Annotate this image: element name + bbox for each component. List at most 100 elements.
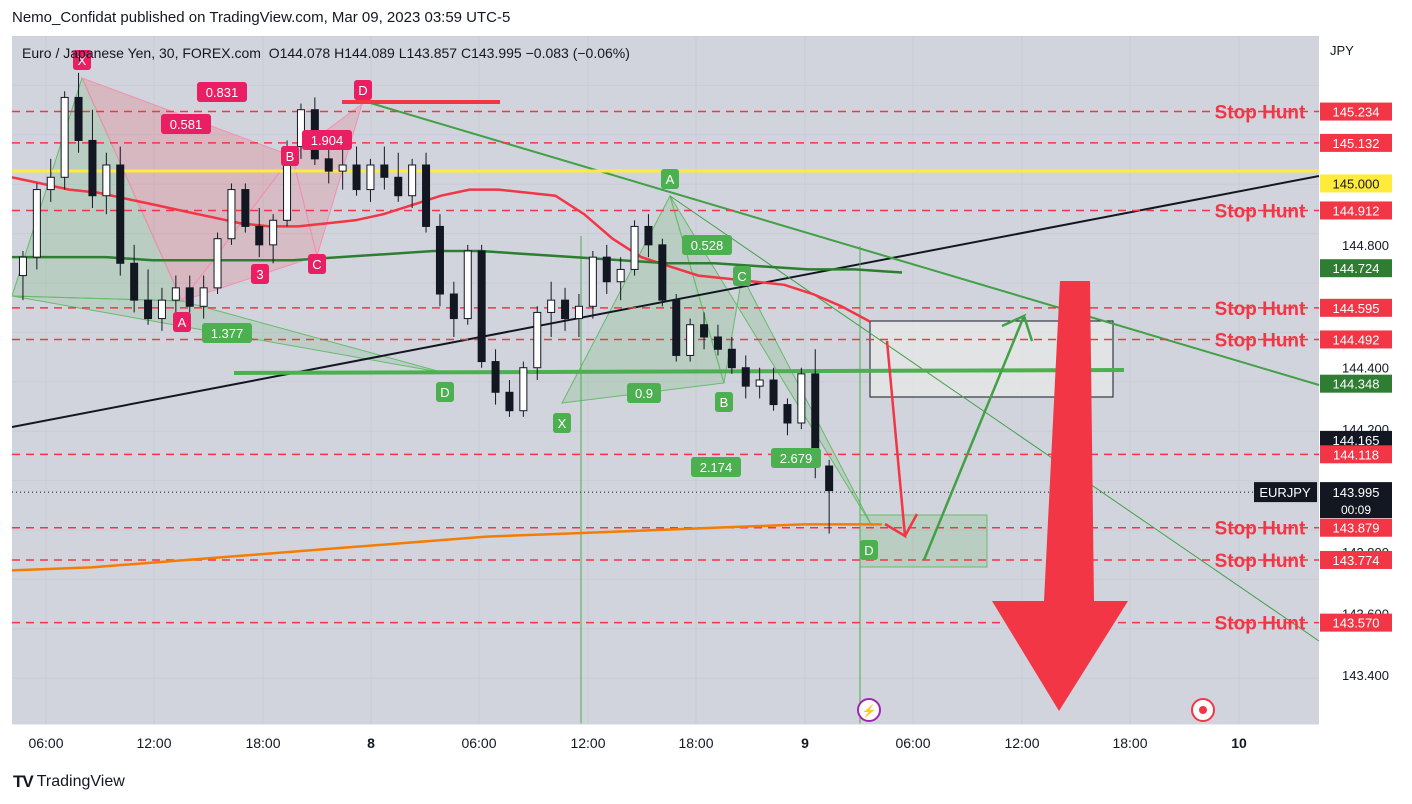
candle <box>116 146 125 276</box>
candle <box>255 208 264 258</box>
x-tick-label: 10 <box>1231 735 1247 751</box>
pattern-ratio-label-bg <box>302 130 352 150</box>
pattern-point-label-bg <box>661 169 679 189</box>
brand-name: TradingView <box>36 773 125 790</box>
candle <box>686 318 695 362</box>
current-price-label: 143.995 <box>1333 485 1380 500</box>
candle <box>157 287 166 331</box>
candle <box>366 158 375 202</box>
candle-body <box>144 299 153 320</box>
symbol-tag: EURJPY <box>1259 485 1311 500</box>
candle-body <box>296 109 305 148</box>
pattern-point-label-bg <box>553 413 571 433</box>
legend-open: O144.078 <box>268 45 331 61</box>
price-label-bg <box>1320 102 1392 121</box>
price-label: 145.000 <box>1333 176 1380 191</box>
stop-hunt-text: Stop Hunt <box>1215 103 1306 124</box>
pattern-ratio-label-bg <box>771 448 821 468</box>
candle <box>769 367 778 411</box>
pattern-point-label: A <box>178 315 187 330</box>
candle-body <box>185 287 194 307</box>
pattern-ratio-label: 2.174 <box>700 460 733 475</box>
candle-body <box>394 176 403 197</box>
candle <box>422 152 431 233</box>
candle-body <box>199 287 208 307</box>
candle-body <box>755 379 764 387</box>
stop-hunt-text: Stop Hunt <box>1215 299 1306 320</box>
price-label-bg <box>1320 174 1392 193</box>
candle-body <box>269 219 278 246</box>
price-label-bg <box>1320 445 1392 464</box>
pattern-point-label-bg <box>733 266 751 286</box>
x-tick-label: 12:00 <box>136 735 171 751</box>
x-tick-label: 06:00 <box>461 735 496 751</box>
candle <box>727 337 736 374</box>
pattern-point-label-bg <box>436 382 454 402</box>
candle <box>574 294 583 337</box>
legend-change: −0.083 (−0.06%) <box>525 45 630 61</box>
candle <box>463 244 472 325</box>
candle <box>644 214 653 258</box>
candle <box>185 275 194 313</box>
price-label-bg <box>1320 298 1392 317</box>
legend-low: L143.857 <box>398 45 458 61</box>
candle-body <box>88 139 97 197</box>
x-tick-label: 12:00 <box>570 735 605 751</box>
candle-body <box>422 164 431 227</box>
stop-hunt-text: Stop Hunt <box>1215 330 1306 351</box>
forecast-arrow-green <box>922 313 1034 561</box>
price-label: 144.165 <box>1333 433 1380 448</box>
pattern-ratio-label: 0.581 <box>170 117 203 132</box>
candle-body <box>797 373 806 424</box>
candle-body <box>588 256 597 307</box>
event-icon: ⚡ <box>857 698 881 722</box>
pattern-point-label-bg <box>73 50 91 70</box>
publish-caption: Nemo_Confidat published on TradingView.c… <box>12 9 511 26</box>
candle-body <box>171 287 180 301</box>
candle <box>630 220 639 276</box>
price-label-bg <box>1320 613 1392 632</box>
stop-hunt-text: Stop Hunt <box>1215 614 1306 635</box>
candle <box>435 214 444 307</box>
x-tick-label: 18:00 <box>245 735 280 751</box>
legend-symbol: Euro / Japanese Yen, 30, FOREX.com <box>22 45 261 61</box>
candle-body <box>324 158 333 172</box>
price-label: 143.570 <box>1333 616 1380 631</box>
candle <box>741 355 750 399</box>
price-chart[interactable]: X D B C A 3 0.831 0.581 1.904 1.377 A C B X D D 0.528 0.9… <box>12 36 1399 761</box>
candle <box>783 398 792 436</box>
pattern-point-label: B <box>286 149 295 164</box>
tradingview-logo[interactable]: TV TradingView <box>13 772 125 792</box>
candle-body <box>477 250 486 363</box>
candle <box>130 244 139 313</box>
x-tick-label: 18:00 <box>678 735 713 751</box>
pattern-point-label: C <box>312 257 321 272</box>
pattern-ratio-label: 1.904 <box>311 133 344 148</box>
candle-body <box>130 262 139 301</box>
price-label: 144.912 <box>1333 203 1380 218</box>
candle-body <box>644 225 653 246</box>
candle <box>505 380 514 417</box>
price-label-bg <box>1320 330 1392 349</box>
currency-label: JPY <box>1330 43 1354 58</box>
x-tick-label: 06:00 <box>895 735 930 751</box>
price-label: 144.724 <box>1333 261 1380 276</box>
candle-body <box>825 465 834 492</box>
forecast-arrow-red <box>884 340 919 539</box>
candle-body <box>338 164 347 172</box>
candle-body <box>741 367 750 387</box>
candle-body <box>255 225 264 246</box>
candle <box>144 269 153 325</box>
candle-body <box>658 244 667 301</box>
legend-close: C143.995 <box>461 45 522 61</box>
price-label-bg <box>1320 518 1392 537</box>
candle-body <box>616 268 625 283</box>
moving-average-line <box>12 523 882 572</box>
candle <box>88 109 97 208</box>
candle <box>602 244 611 294</box>
candle-body <box>352 164 361 191</box>
x-tick-label: 12:00 <box>1004 735 1039 751</box>
pattern-ratio-label-bg <box>691 457 741 477</box>
candle <box>700 312 709 350</box>
y-tick-label: 144.400 <box>1342 361 1389 376</box>
